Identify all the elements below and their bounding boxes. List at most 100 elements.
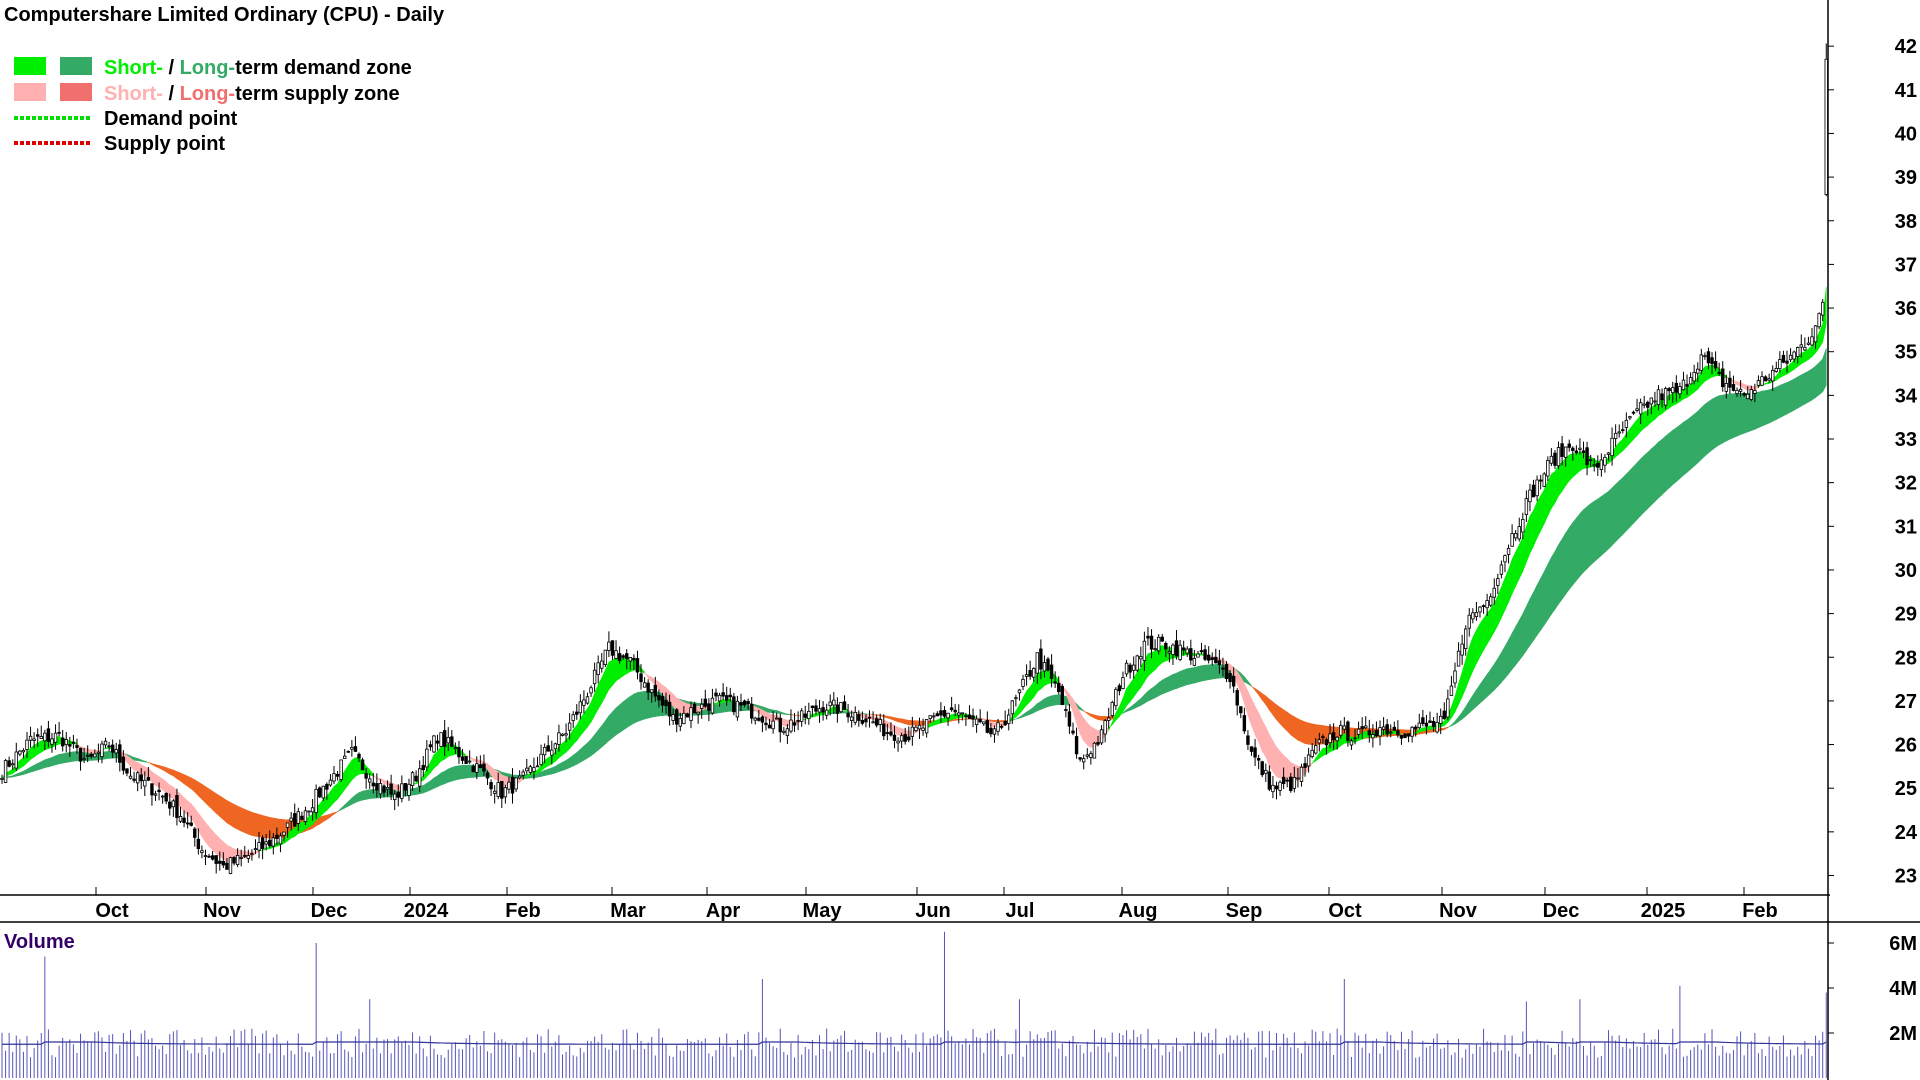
long-term-zone-segment [1490, 663, 1495, 695]
candle-body [1035, 652, 1039, 674]
candle-body [414, 775, 418, 782]
candle-body [1381, 726, 1386, 730]
long-term-zone-segment [1593, 498, 1599, 563]
long-term-zone-segment [1051, 694, 1056, 707]
candle-body [1538, 479, 1543, 482]
candle-body [864, 718, 868, 723]
long-term-zone-segment [1290, 714, 1295, 739]
short-term-zone-segment [897, 726, 902, 736]
candle-body [835, 704, 840, 714]
short-term-zone-segment [680, 699, 685, 714]
candle-body [610, 640, 615, 656]
long-term-zone-segment [1533, 584, 1538, 642]
candle-body [1467, 614, 1471, 629]
candle-body [742, 700, 747, 706]
long-term-zone-segment [1097, 715, 1102, 721]
legend-label: Demand point [104, 108, 238, 130]
candle-body [1738, 388, 1743, 392]
candle-body [278, 835, 283, 845]
long-term-zone-segment [1765, 389, 1770, 425]
long-term-zone-segment [1561, 532, 1566, 601]
long-term-zone-segment [1615, 480, 1620, 543]
candle-body [1824, 58, 1828, 195]
long-term-zone-segment [769, 708, 774, 714]
chart-title: Computershare Limited Ordinary (CPU) - D… [4, 4, 445, 26]
long-term-zone-segment [40, 759, 46, 770]
short-term-zone-segment [1276, 746, 1281, 779]
candle-body [1756, 380, 1761, 386]
volume-title: Volume [4, 931, 75, 953]
candle-body [725, 695, 729, 701]
long-term-zone-segment [1169, 673, 1174, 692]
candle-body [250, 853, 254, 856]
candle-body [764, 722, 768, 726]
candle-body [1032, 668, 1036, 678]
candle-body [1646, 401, 1650, 408]
candle-body [1699, 354, 1704, 371]
long-term-zone-segment [1279, 706, 1284, 729]
candle-body [596, 662, 600, 675]
long-term-zone-segment [251, 811, 256, 837]
short-term-zone-segment [155, 773, 160, 788]
candle-body [774, 717, 779, 720]
short-term-zone-segment [562, 739, 567, 756]
candle-body [1414, 726, 1418, 730]
long-term-zone-segment [1590, 500, 1595, 566]
candle-body [485, 772, 490, 779]
short-term-zone-segment [30, 744, 35, 761]
short-term-zone-segment [1529, 509, 1534, 554]
long-term-zone-segment [1640, 454, 1645, 517]
candle-body [760, 716, 765, 723]
long-term-zone-segment [219, 795, 224, 821]
short-term-zone-segment [1565, 454, 1570, 487]
candle-body [1503, 555, 1507, 563]
long-term-zone-segment [1661, 435, 1666, 496]
candle-body [417, 768, 422, 787]
candle-body [849, 716, 854, 721]
candle-body [396, 791, 400, 798]
candle-body [1560, 443, 1564, 457]
long-term-zone-segment [1761, 390, 1766, 427]
long-term-zone-segment [1676, 424, 1681, 483]
candle-body [1685, 383, 1689, 387]
candle-body [189, 822, 193, 826]
short-term-zone-segment [1422, 726, 1427, 732]
candle-body [832, 699, 836, 706]
candle-body [1692, 371, 1696, 382]
candle-body [28, 735, 33, 741]
long-term-zone-segment [265, 815, 271, 839]
candle-body [282, 831, 286, 836]
candle-body [1321, 736, 1325, 739]
long-term-zone-segment [580, 745, 585, 763]
candle-body [664, 699, 668, 707]
candle-body [435, 740, 440, 744]
y-tick-label: 32 [1895, 473, 1917, 495]
candles [0, 43, 1828, 875]
short-term-zone-segment [308, 813, 313, 828]
candle-body [867, 716, 872, 719]
short-term-zone-segment [622, 657, 628, 677]
candle-body [1653, 400, 1657, 403]
candle-body [39, 736, 43, 739]
candle-body [642, 682, 647, 688]
candle-body [1660, 393, 1664, 401]
legend-swatch-long [60, 57, 92, 75]
candle-body [1510, 533, 1514, 547]
short-term-zone-segment [33, 742, 38, 758]
candle-body [1449, 685, 1454, 696]
candle-body [1046, 658, 1050, 671]
candle-body [1028, 670, 1032, 677]
candle-body [521, 771, 525, 776]
candle-body [214, 855, 218, 864]
long-term-zone-segment [1047, 695, 1052, 708]
candle-body [1574, 450, 1579, 454]
long-term-zone-segment [1101, 716, 1106, 721]
candle-body [442, 730, 447, 747]
long-term-zone-segment [1186, 667, 1192, 686]
candle-body [810, 705, 815, 709]
candle-body [517, 775, 522, 779]
x-tick-label: Oct [95, 900, 129, 922]
candle-body [1417, 722, 1421, 729]
x-tick-label: Mar [610, 900, 646, 922]
candle-body [978, 718, 982, 723]
